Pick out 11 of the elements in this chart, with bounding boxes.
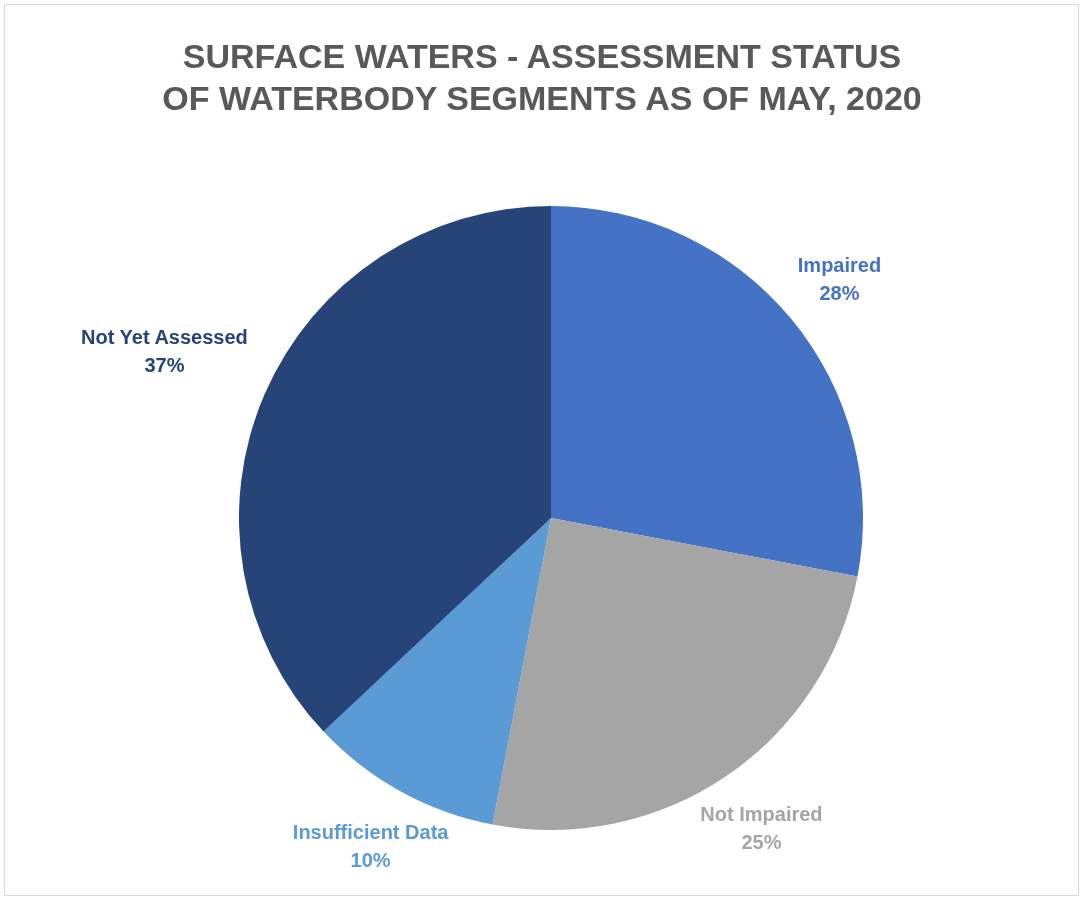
data-label: 25% bbox=[741, 830, 782, 853]
slice-label: Not Impaired bbox=[700, 802, 823, 825]
pie-slice bbox=[323, 518, 551, 825]
slice-label: Insufficient Data bbox=[292, 821, 450, 844]
slice-label: Not Yet Assessed bbox=[81, 325, 248, 348]
pie-slice bbox=[492, 518, 858, 830]
chart-title: SURFACE WATERS - ASSESSMENT STATUS OF WATERBODY SEGMENTS AS OF MAY, 2020 bbox=[162, 37, 922, 117]
data-label: 28% bbox=[819, 282, 860, 305]
slice-label: Impaired bbox=[797, 254, 882, 277]
data-label: 10% bbox=[350, 849, 391, 872]
data-label: 37% bbox=[144, 353, 185, 376]
